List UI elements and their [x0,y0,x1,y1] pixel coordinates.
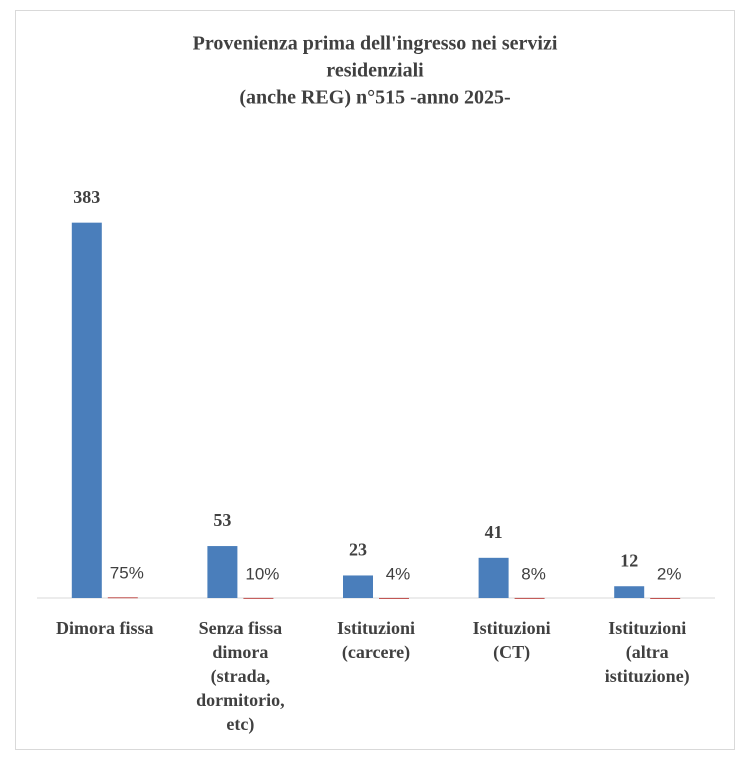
bar [343,575,373,598]
label-line: istituzione) [605,666,690,687]
chart-border [15,10,735,750]
label-line: (CT) [493,642,530,663]
bar [71,222,102,598]
label-line: (strada, [211,666,271,687]
bar [379,597,409,599]
data-label: 41 [485,522,503,542]
data-label: 23 [349,540,367,560]
label-line: dimora [212,642,268,662]
data-label: 8% [521,564,546,583]
label-line: (altra [626,642,669,663]
bar [514,597,545,599]
bar [650,597,681,599]
label-line: (carcere) [342,642,410,663]
bar [614,586,645,598]
data-label: 53 [213,510,231,530]
label-line: Dimora fissa [56,618,154,638]
x-tick-label: Istituzioni (carcere) [337,618,415,663]
label-line: dormitorio, [196,690,284,710]
data-label: 4% [386,564,411,583]
x-tick-label: Istituzioni (altra istituzione) [605,618,690,687]
chart-title: (anche REG) n°515 -anno 2025- [239,87,510,109]
label-line: Istituzioni [337,618,415,638]
chart-title: Provenienza prima dell'ingresso nei serv… [193,33,558,55]
data-label: 2% [657,564,682,583]
label-line: Senza fissa [199,618,283,638]
data-label: 383 [73,187,100,207]
label-line: etc) [226,714,254,735]
label-line: Istituzioni [473,618,551,638]
chart-title: residenziali [326,60,424,82]
bar [478,557,509,598]
bar [243,597,274,599]
bar [107,597,138,599]
label-line: Istituzioni [608,618,686,638]
data-label: 10% [245,564,279,583]
data-label: 75% [110,564,144,583]
x-tick-label: Senza fissa dimora (strada, dormitorio, etc) [196,618,284,735]
x-tick-label: Istituzioni (CT) [473,618,551,663]
bar [207,546,238,598]
x-tick-label: Dimora fissa [56,618,154,638]
data-label: 12 [620,550,638,570]
